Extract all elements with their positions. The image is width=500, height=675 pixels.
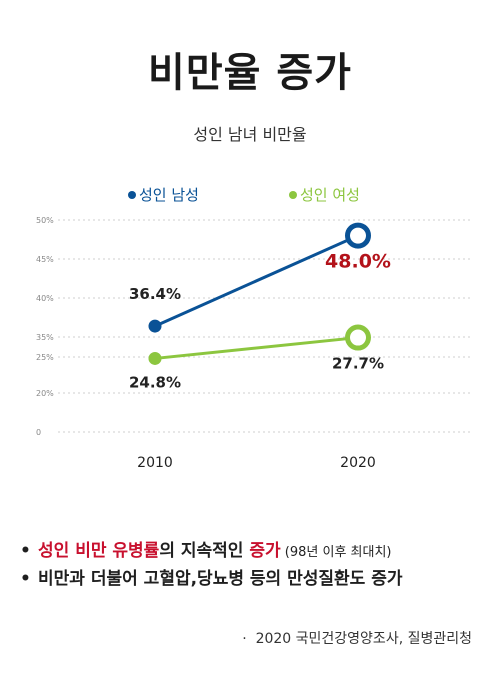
line-chart: 성인 남성 성인 여성 50%45%40%35%25%20%0 2010 2020 …	[36, 186, 470, 471]
y-tick-label: 0	[36, 428, 41, 437]
legend-marker-2	[289, 191, 297, 199]
bullet-2-text: 비만과 더불어 고혈압,당뇨병 등의 만성질환도 증가	[38, 569, 403, 589]
data-label: 36.4%	[129, 285, 181, 303]
source-dot-icon: ·	[242, 631, 256, 647]
data-point	[148, 319, 162, 333]
data-label: 24.8%	[129, 373, 181, 391]
bullet-item-2: • 비만과 더불어 고혈압,당뇨병 등의 만성질환도 증가	[20, 566, 490, 593]
bullet-dot-icon: •	[20, 569, 31, 589]
x-axis-labels: 2010 2020	[137, 455, 376, 471]
source-note: · 2020 국민건강영양조사, 질병관리청	[242, 628, 472, 648]
source-text: 2020 국민건강영양조사, 질병관리청	[255, 631, 472, 647]
chart-title: 성인 남녀 비만율	[193, 125, 307, 144]
data-point-highlight	[345, 222, 371, 249]
bullet-1-highlight-a: 성인 비만 유병률	[38, 541, 160, 561]
x-tick-label: 2010	[137, 455, 173, 471]
series-line-1	[154, 234, 359, 328]
bullet-1-note: (98년 이후 최대치)	[280, 545, 392, 560]
bullet-1-highlight-b: 증가	[249, 541, 281, 561]
legend-label-1: 성인 남성	[139, 186, 199, 204]
y-tick-label: 45%	[36, 255, 54, 264]
legend-marker-1	[128, 191, 136, 199]
y-tick-label: 50%	[36, 216, 54, 225]
data-point	[148, 351, 162, 365]
summary-bullets: • 성인 비만 유병률의 지속적인 증가 (98년 이후 최대치) • 비만과 …	[20, 538, 490, 593]
bullet-item-1: • 성인 비만 유병률의 지속적인 증가 (98년 이후 최대치)	[20, 538, 490, 566]
page-title: 비만율 증가	[148, 50, 352, 96]
y-tick-label: 35%	[36, 333, 54, 342]
data-label: 27.7%	[332, 355, 384, 373]
legend-label-2: 성인 여성	[300, 186, 360, 204]
chart-grid	[58, 219, 470, 433]
data-labels: 36.4% 48.0% 24.8% 27.7%	[129, 251, 391, 392]
y-axis-labels: 50% 45% 40% 35% 25% 20% 0	[36, 216, 54, 437]
series-lines	[154, 234, 359, 360]
y-tick-label: 25%	[36, 353, 54, 362]
y-tick-label: 40%	[36, 294, 54, 303]
x-tick-label: 2020	[340, 455, 376, 471]
series-line-2	[154, 336, 359, 360]
data-label: 48.0%	[325, 251, 391, 273]
series-points	[148, 222, 371, 365]
y-tick-label: 20%	[36, 389, 54, 398]
bullet-dot-icon: •	[20, 541, 31, 561]
bullet-1-text-a: 의 지속적인	[159, 541, 250, 561]
chart-legend: 성인 남성 성인 여성	[128, 186, 360, 204]
data-point-highlight	[345, 324, 371, 351]
